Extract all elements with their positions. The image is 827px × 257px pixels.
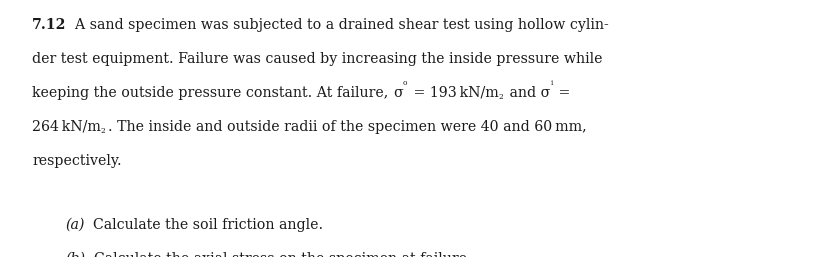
- Text: 2: 2: [101, 127, 105, 135]
- Text: (a): (a): [65, 218, 84, 232]
- Text: keeping the outside pressure constant. At failure,: keeping the outside pressure constant. A…: [32, 86, 392, 100]
- Text: Calculate the soil friction angle.: Calculate the soil friction angle.: [84, 218, 323, 232]
- Text: i: i: [550, 79, 552, 87]
- Text: = 193 kN/m: = 193 kN/m: [409, 86, 498, 100]
- Text: A sand specimen was subjected to a drained shear test using hollow cylin-: A sand specimen was subjected to a drain…: [66, 18, 609, 32]
- Text: der test equipment. Failure was caused by increasing the inside pressure while: der test equipment. Failure was caused b…: [32, 52, 602, 66]
- Text: 264 kN/m: 264 kN/m: [32, 120, 101, 134]
- Text: . The inside and outside radii of the specimen were 40 and 60 mm,: . The inside and outside radii of the sp…: [108, 120, 586, 134]
- Text: 2: 2: [498, 93, 502, 101]
- Text: respectively.: respectively.: [32, 154, 122, 168]
- Text: =: =: [553, 86, 569, 100]
- Text: 7.12: 7.12: [32, 18, 66, 32]
- Text: Calculate the axial stress on the specimen at failure.: Calculate the axial stress on the specim…: [85, 252, 471, 257]
- Text: and σ: and σ: [504, 86, 550, 100]
- Text: (b): (b): [65, 252, 85, 257]
- Text: σ: σ: [392, 86, 402, 100]
- Text: o: o: [402, 79, 407, 87]
